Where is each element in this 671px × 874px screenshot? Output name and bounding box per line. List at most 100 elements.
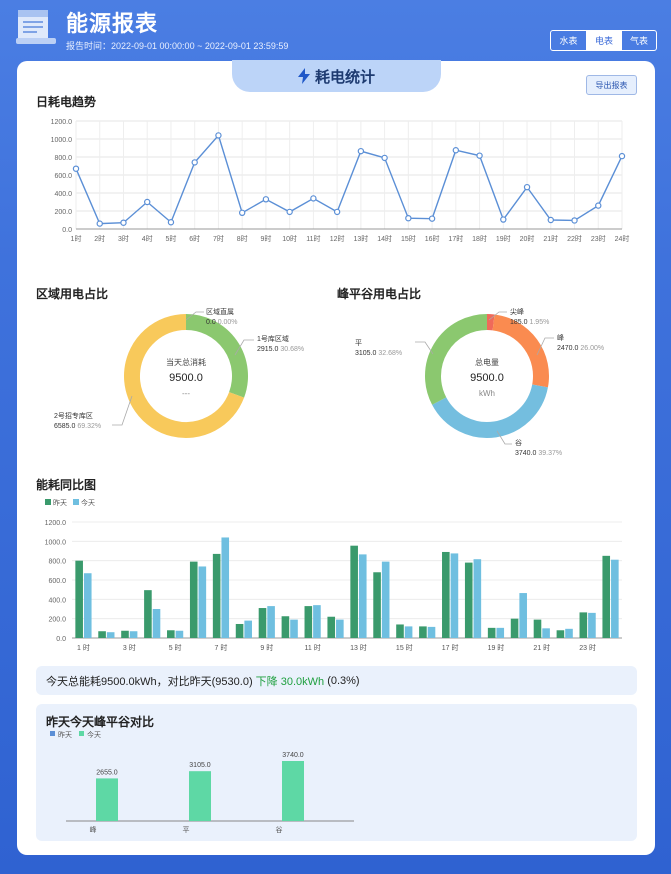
summary-text: 今天总能耗9500.0kWh，对比昨天(9530.0) [46,675,256,688]
trend-point [72,165,80,172]
bar [464,562,473,638]
center-unit: --- [182,389,190,398]
bar [75,560,83,638]
trend-point [547,216,554,224]
x-tick-label: 24时 [615,234,630,243]
slice-percent: 30.68% [280,346,304,353]
legend-swatch [45,499,51,505]
region-donut-chart: 当天总消耗 9500.0 --- 区域直属 0.0 0.00% 1号库区域 2915.0 3… [54,307,304,438]
trend-point [286,208,293,216]
bar [473,559,482,638]
x-tick-label: 11时 [306,234,320,243]
trend-point [215,132,222,139]
export-button[interactable]: 导出报表 [586,75,637,95]
meter-tabs: 水表 电表 气表 [550,30,657,51]
tab-electric[interactable]: 电表 [586,31,621,50]
bar [258,608,267,638]
bar [189,771,211,821]
page-title: 能源报表 [66,11,159,36]
x-tick-label: 谷 [276,825,283,834]
tpv-title: 昨天今天峰平谷对比 [46,715,155,729]
bar [427,626,436,638]
y-tick-label: 0.0 [56,636,66,643]
summary-bar: 今天总能耗9500.0kWh，对比昨天(9530.0) 下降 30.0kWh (… [36,666,637,695]
y-tick-label: 400.0 [48,597,66,604]
bar [282,761,304,821]
trend-point [500,216,507,223]
slice-value: 2915.0 30.68% [257,346,304,353]
slice-value: 3105.0 32.68% [355,350,402,357]
slice-value: 3740.0 39.37% [515,450,562,457]
trend-title: 日耗电趋势 [36,95,97,109]
leader-line [112,395,133,426]
bar [519,593,527,638]
slice-value: 185.0 1.95% [510,319,549,326]
x-tick-label: 23 时 [579,643,596,652]
bar [167,630,175,638]
leader-line [185,311,204,321]
x-tick-label: 21 时 [533,643,550,652]
leader-line [415,341,434,355]
bar [404,626,413,638]
x-tick-label: 15 时 [396,643,413,652]
x-tick-label: 22时 [567,234,582,243]
bar [327,616,336,638]
bar [175,630,184,638]
x-tick-label: 4时 [142,234,153,243]
center-value: 9500.0 [169,372,203,384]
donut-slice [432,384,548,438]
x-tick-label: 16时 [425,234,440,243]
x-tick-label: 6时 [189,234,200,243]
legend-label: 昨天 [53,498,67,507]
bar [304,606,313,638]
bar [221,537,230,638]
slice-amount: 6585.0 [54,423,77,430]
bar [121,630,129,638]
tab-water[interactable]: 水表 [559,36,578,46]
bar [358,554,367,638]
trend-line [75,133,623,225]
y-tick-label: 1000.0 [51,137,73,144]
x-tick-label: 19 时 [488,643,505,652]
center-unit: kWh [479,389,495,398]
trend-point [618,152,626,160]
y-tick-label: 800.0 [48,559,66,566]
trend-point [262,196,270,203]
trend-point [96,220,103,227]
x-tick-label: 3 时 [123,643,136,652]
bar [496,627,505,638]
slice-name: 谷 [515,438,522,447]
trend-point [476,152,483,159]
peak-title: 峰平谷用电占比 [337,287,422,301]
bar [533,619,542,638]
bar [396,624,404,638]
slice-percent: 32.68% [378,350,402,357]
bar [106,632,115,638]
bar [281,616,290,638]
donut-slice [124,314,245,438]
legend-swatch [50,731,55,736]
y-tick-label: 200.0 [54,209,72,216]
legend-label: 今天 [81,498,95,507]
bar-label: 2655.0 [96,769,118,776]
bar [510,618,519,638]
bar [336,619,344,638]
slice-value: 6585.0 69.32% [54,423,101,430]
trend-point [452,147,460,154]
x-tick-label: 17 时 [442,643,459,652]
bar [611,559,619,638]
trend-chart: 0.0 200.0 400.0 600.0 800.0 1000.0 1200.0 1时 2时 3… [51,119,630,243]
x-tick-label: 平 [183,826,190,834]
x-tick-label: 7 时 [215,643,228,652]
slice-amount: 3105.0 [355,350,378,357]
tpv-panel [36,704,637,841]
bar [565,628,573,638]
trend-point [428,215,436,222]
x-tick-label: 7时 [213,234,224,243]
bar [450,553,459,638]
donut-slice [425,314,488,405]
tab-gas[interactable]: 气表 [621,31,656,50]
slice-percent: 1.95% [529,319,549,326]
trend-point [310,195,317,202]
x-tick-label: 1 时 [77,643,90,652]
